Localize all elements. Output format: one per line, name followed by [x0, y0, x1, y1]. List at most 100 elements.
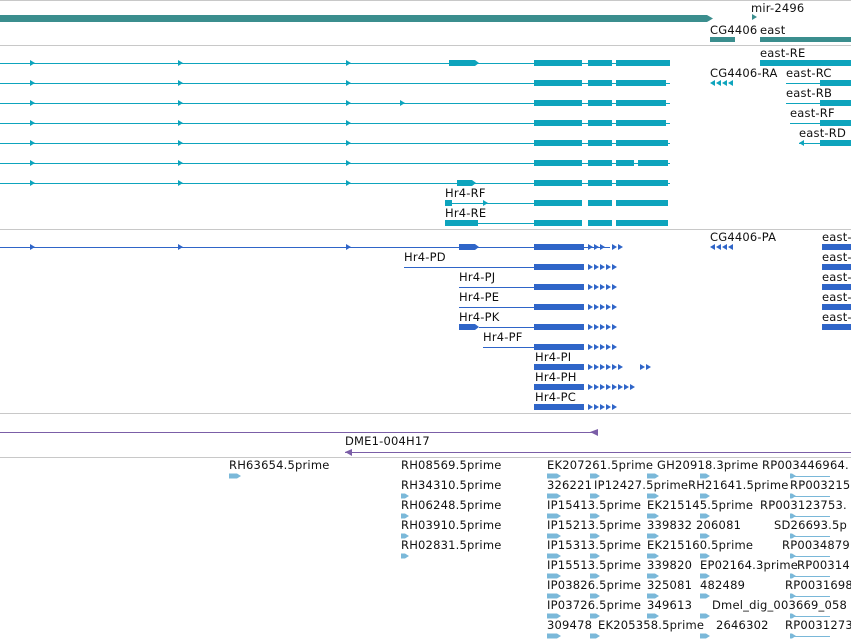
est-label[interactable]: EK207261.5prime: [547, 458, 654, 472]
est-label[interactable]: GH20918.3prime: [657, 458, 759, 472]
est-label[interactable]: RP0034879: [782, 538, 850, 552]
protein-label-hr4-ph[interactable]: Hr4-PH: [535, 370, 577, 384]
protein-label-cg4406-pa[interactable]: CG4406-PA: [710, 230, 777, 244]
exon-block: [401, 493, 409, 499]
strand-arrow: [612, 244, 617, 250]
exon-block: [590, 593, 600, 599]
gene-label-east[interactable]: east: [760, 23, 786, 37]
est-label[interactable]: RH02831.5prime: [401, 538, 502, 552]
protein-label-east-2[interactable]: east-: [822, 250, 851, 264]
exon-block: [590, 573, 600, 579]
est-label[interactable]: IP15313.5prime: [547, 538, 642, 552]
strand-arrow: [30, 60, 35, 66]
transcript-label-east-re[interactable]: east-RE: [760, 46, 806, 60]
protein-label-east-3[interactable]: east-: [822, 270, 851, 284]
est-label[interactable]: 325081: [647, 578, 693, 592]
est-label[interactable]: RP003215: [790, 478, 851, 492]
strand-arrow: [178, 100, 183, 106]
exon-block: [822, 304, 851, 310]
gene-label-cg4406[interactable]: CG4406: [710, 23, 758, 37]
est-label[interactable]: 309478: [547, 618, 593, 632]
exon-block: [822, 244, 851, 250]
est-label[interactable]: 349613: [647, 598, 693, 612]
est-label[interactable]: IP03726.5prime: [547, 598, 642, 612]
transcript-label-cg4406-ra[interactable]: CG4406-RA: [710, 66, 778, 80]
transcript-label-hr4-rf[interactable]: Hr4-RF: [445, 186, 486, 200]
exon-block: [647, 573, 659, 579]
est-label[interactable]: 206081: [696, 518, 742, 532]
transcript-label-hr4-re[interactable]: Hr4-RE: [445, 206, 487, 220]
est-label[interactable]: RH03910.5prime: [401, 518, 502, 532]
est-label[interactable]: EP02164.3prime: [700, 558, 799, 572]
protein-label-hr4-pc[interactable]: Hr4-PC: [535, 390, 577, 404]
est-label[interactable]: RH08569.5prime: [401, 458, 502, 472]
exon-block: [790, 553, 796, 559]
gene-label-mir-2496[interactable]: mir-2496: [751, 1, 805, 15]
est-label[interactable]: 326221: [547, 478, 593, 492]
clone-label-dme1-004h17[interactable]: DME1-004H17: [345, 434, 430, 448]
strand-arrow: [30, 160, 35, 166]
est-label[interactable]: RH34310.5prime: [401, 478, 502, 492]
transcript-label-east-rc[interactable]: east-RC: [786, 66, 832, 80]
strand-arrow: [594, 364, 599, 370]
exon-block: [459, 324, 479, 330]
protein-label-hr4-pk[interactable]: Hr4-PK: [459, 310, 500, 324]
est-label[interactable]: RP0031273: [785, 618, 851, 632]
est-label[interactable]: 2646302: [716, 618, 769, 632]
est-label[interactable]: Dmel_dig_003669_058: [712, 598, 848, 612]
strand-arrow: [594, 384, 599, 390]
est-label[interactable]: IP12427.5prime: [594, 478, 689, 492]
est-label[interactable]: 339820: [647, 558, 693, 572]
protein-label-hr4-pf[interactable]: Hr4-PF: [483, 330, 523, 344]
est-label[interactable]: RP003123753.: [760, 498, 847, 512]
est-label[interactable]: 339832: [647, 518, 693, 532]
strand-arrow: [346, 180, 351, 186]
strand-arrow: [588, 344, 593, 350]
est-label[interactable]: EK205358.5prime: [598, 618, 705, 632]
protein-label-east-1[interactable]: east-: [822, 230, 851, 244]
strand-arrow: [710, 80, 715, 86]
est-label[interactable]: RP003446964.: [762, 458, 849, 472]
est-label[interactable]: IP15413.5prime: [547, 498, 642, 512]
exon-block: [534, 404, 584, 410]
exon-block: [647, 513, 659, 519]
exon-block: [547, 513, 561, 519]
protein-label-east-4[interactable]: east-: [822, 290, 851, 304]
est-label[interactable]: RH63654.5prime: [229, 458, 330, 472]
strand-arrow: [612, 324, 617, 330]
protein-label-east-5[interactable]: east-: [822, 310, 851, 324]
transcript-label-east-rd[interactable]: east-RD: [799, 126, 847, 140]
est-label[interactable]: IP15513.5prime: [547, 558, 642, 572]
protein-label-hr4-pj[interactable]: Hr4-PJ: [459, 270, 496, 284]
strand-arrow: [30, 100, 35, 106]
protein-label-hr4-pe[interactable]: Hr4-PE: [459, 290, 500, 304]
est-label[interactable]: EK215160.5prime: [647, 538, 754, 552]
exon-block: [700, 613, 710, 619]
strand-arrow: [618, 364, 623, 370]
strand-arrow: [600, 244, 605, 250]
est-label[interactable]: RP0031698: [785, 578, 851, 592]
est-label[interactable]: IP15213.5prime: [547, 518, 642, 532]
protein-label-hr4-pi[interactable]: Hr4-PI: [535, 350, 572, 364]
protein-label-hr4-pd[interactable]: Hr4-PD: [404, 250, 446, 264]
strand-arrow: [606, 304, 611, 310]
exon-block: [534, 384, 584, 390]
est-label[interactable]: RP003141: [797, 558, 851, 572]
est-label[interactable]: EK215145.5prime: [647, 498, 754, 512]
est-label[interactable]: RH21641.5prime: [688, 478, 789, 492]
est-label[interactable]: IP03826.5prime: [547, 578, 642, 592]
strand-arrow: [594, 264, 599, 270]
strand-arrow: [606, 404, 611, 410]
transcript-label-east-rb[interactable]: east-RB: [786, 86, 833, 100]
strand-arrow: [346, 60, 351, 66]
strand-arrow: [612, 304, 617, 310]
transcript-label-east-rf[interactable]: east-RF: [790, 106, 835, 120]
est-label[interactable]: 482489: [700, 578, 746, 592]
exon-block: [820, 80, 851, 86]
est-label[interactable]: SD26693.5p: [774, 518, 848, 532]
est-label[interactable]: RH06248.5prime: [401, 498, 502, 512]
exon-block: [700, 533, 710, 539]
exon-block: [616, 80, 666, 86]
exon-block: [590, 513, 600, 519]
